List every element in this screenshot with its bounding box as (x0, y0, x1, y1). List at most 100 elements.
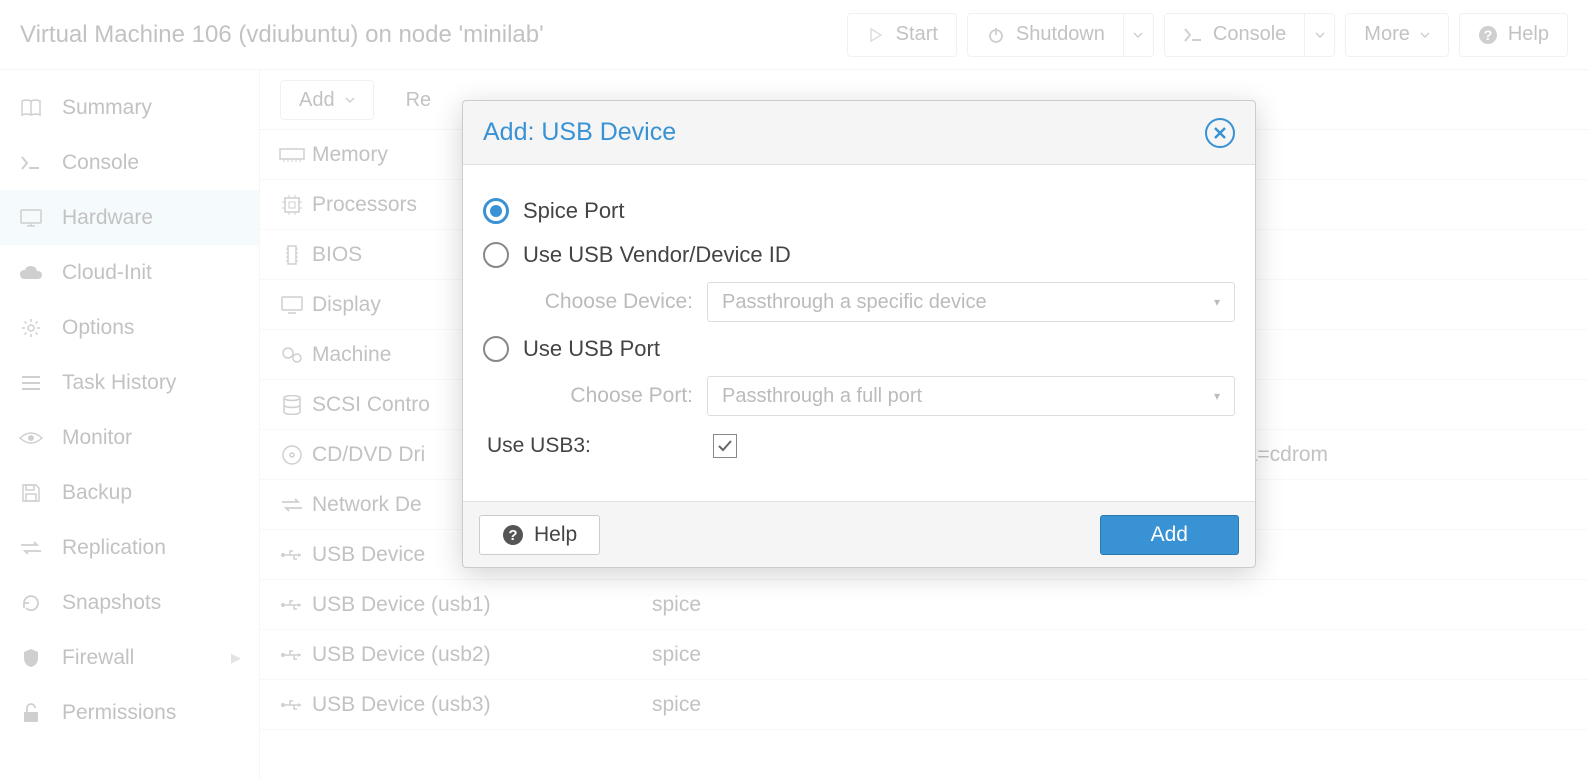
memory-icon (272, 148, 312, 162)
sidebar-label: Replication (62, 536, 166, 560)
sidebar-label: Permissions (62, 701, 176, 725)
sync-icon (18, 541, 44, 555)
choose-port-row: Choose Port: Passthrough a full port ▾ (483, 371, 1235, 421)
check-icon (717, 438, 733, 454)
sidebar-label: Task History (62, 371, 176, 395)
terminal-icon (1183, 28, 1203, 42)
usb-icon (272, 548, 312, 562)
hw-row-usb2[interactable]: USB Device (usb2) spice (260, 630, 1588, 680)
sidebar-item-summary[interactable]: Summary (0, 80, 259, 135)
sidebar: Summary Console Hardware Cloud-Init Opti… (0, 70, 260, 780)
console-button-label: Console (1213, 23, 1286, 46)
hw-row-usb1[interactable]: USB Device (usb1) spice (260, 580, 1588, 630)
radio-vendor[interactable]: Use USB Vendor/Device ID (483, 233, 1235, 277)
chevron-down-icon: ▾ (1214, 389, 1220, 403)
usb3-checkbox[interactable] (713, 434, 737, 458)
sidebar-item-console[interactable]: Console (0, 135, 259, 190)
console-button[interactable]: Console (1164, 13, 1305, 57)
more-button-label: More (1364, 23, 1410, 46)
sidebar-item-permissions[interactable]: Permissions (0, 685, 259, 740)
modal-title: Add: USB Device (483, 118, 1205, 147)
usb3-label: Use USB3: (483, 434, 699, 458)
gear-icon (18, 318, 44, 338)
hw-value: spice (652, 643, 1588, 667)
sidebar-item-options[interactable]: Options (0, 300, 259, 355)
hw-label: USB Device (usb2) (312, 643, 652, 667)
sidebar-label: Firewall (62, 646, 134, 670)
sidebar-label: Monitor (62, 426, 132, 450)
svg-text:?: ? (1484, 27, 1493, 43)
sidebar-label: Backup (62, 481, 132, 505)
chevron-right-icon: ▶ (231, 650, 241, 666)
help-button-label: Help (1508, 23, 1549, 46)
hw-value: spice (652, 693, 1588, 717)
sidebar-item-backup[interactable]: Backup (0, 465, 259, 520)
add-button-label: Add (299, 89, 335, 112)
svg-text:?: ? (508, 527, 517, 544)
chevron-down-icon (345, 97, 355, 103)
sidebar-item-cloudinit[interactable]: Cloud-Init (0, 245, 259, 300)
sidebar-label: Options (62, 316, 134, 340)
sidebar-item-hardware[interactable]: Hardware (0, 190, 259, 245)
add-usb-modal: Add: USB Device Spice Port Use USB Vendo… (462, 100, 1256, 568)
choose-port-label: Choose Port: (483, 384, 693, 408)
cpu-icon (272, 194, 312, 216)
sidebar-item-firewall[interactable]: Firewall ▶ (0, 630, 259, 685)
radio-port[interactable]: Use USB Port (483, 327, 1235, 371)
disc-icon (272, 445, 312, 465)
sidebar-item-snapshots[interactable]: Snapshots (0, 575, 259, 630)
choose-port-combo[interactable]: Passthrough a full port ▾ (707, 376, 1235, 416)
monitor-icon (272, 296, 312, 314)
start-button-label: Start (896, 23, 938, 46)
shutdown-dropdown[interactable] (1124, 13, 1154, 57)
choose-device-label: Choose Device: (483, 290, 693, 314)
sidebar-item-monitor[interactable]: Monitor (0, 410, 259, 465)
hw-value: spice (652, 593, 1588, 617)
history-icon (18, 593, 44, 613)
list-icon (18, 375, 44, 391)
sidebar-label: Summary (62, 96, 152, 120)
play-icon (866, 27, 886, 43)
shield-icon (18, 648, 44, 668)
sidebar-item-replication[interactable]: Replication (0, 520, 259, 575)
usb-icon (272, 648, 312, 662)
radio-icon (483, 242, 509, 268)
radio-label: Spice Port (523, 198, 625, 224)
modal-footer: ? Help Add (463, 501, 1255, 567)
save-icon (18, 484, 44, 502)
more-button[interactable]: More (1345, 13, 1449, 57)
monitor-icon (18, 209, 44, 227)
help-button[interactable]: ? Help (1459, 13, 1568, 57)
modal-help-label: Help (534, 523, 577, 547)
database-icon (272, 395, 312, 415)
modal-body: Spice Port Use USB Vendor/Device ID Choo… (463, 165, 1255, 501)
sidebar-item-taskhistory[interactable]: Task History (0, 355, 259, 410)
chevron-down-icon: ▾ (1214, 295, 1220, 309)
chip-icon (272, 245, 312, 265)
terminal-icon (18, 156, 44, 170)
book-icon (18, 99, 44, 117)
topbar-actions: Start Shutdown Console (847, 13, 1568, 57)
radio-spice[interactable]: Spice Port (483, 189, 1235, 233)
console-dropdown[interactable] (1305, 13, 1335, 57)
remove-button[interactable]: Re (388, 80, 450, 120)
topbar: Virtual Machine 106 (vdiubuntu) on node … (0, 0, 1588, 70)
modal-add-button[interactable]: Add (1100, 515, 1239, 555)
choose-device-combo[interactable]: Passthrough a specific device ▾ (707, 282, 1235, 322)
usb3-row: Use USB3: (483, 421, 1235, 471)
sidebar-label: Console (62, 151, 139, 175)
chevron-down-icon (1420, 32, 1430, 38)
modal-help-button[interactable]: ? Help (479, 515, 600, 555)
shutdown-button[interactable]: Shutdown (967, 13, 1124, 57)
page-title: Virtual Machine 106 (vdiubuntu) on node … (20, 21, 847, 49)
remove-button-label: Re (406, 89, 432, 112)
hw-row-usb3[interactable]: USB Device (usb3) spice (260, 680, 1588, 730)
shutdown-button-label: Shutdown (1016, 23, 1105, 46)
hw-label: USB Device (usb1) (312, 593, 652, 617)
start-button[interactable]: Start (847, 13, 957, 57)
add-button[interactable]: Add (280, 80, 374, 120)
help-icon: ? (502, 524, 524, 546)
sidebar-label: Snapshots (62, 591, 161, 615)
close-button[interactable] (1205, 118, 1235, 148)
eye-icon (18, 431, 44, 445)
